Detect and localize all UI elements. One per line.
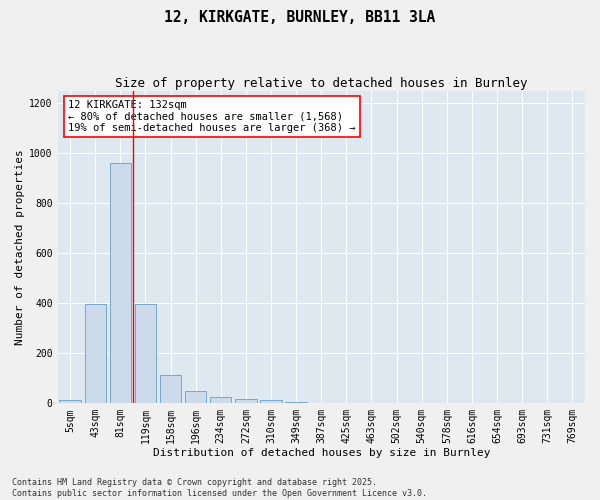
Text: 12, KIRKGATE, BURNLEY, BB11 3LA: 12, KIRKGATE, BURNLEY, BB11 3LA — [164, 10, 436, 25]
Text: 12 KIRKGATE: 132sqm
← 80% of detached houses are smaller (1,568)
19% of semi-det: 12 KIRKGATE: 132sqm ← 80% of detached ho… — [68, 100, 356, 133]
Y-axis label: Number of detached properties: Number of detached properties — [15, 149, 25, 344]
Bar — [260, 400, 282, 403]
Bar — [185, 390, 206, 403]
Text: Contains HM Land Registry data © Crown copyright and database right 2025.
Contai: Contains HM Land Registry data © Crown c… — [12, 478, 427, 498]
Title: Size of property relative to detached houses in Burnley: Size of property relative to detached ho… — [115, 78, 527, 90]
Bar — [110, 163, 131, 403]
Bar — [286, 402, 307, 403]
Bar — [85, 304, 106, 403]
X-axis label: Distribution of detached houses by size in Burnley: Distribution of detached houses by size … — [152, 448, 490, 458]
Bar — [160, 375, 181, 403]
Bar — [135, 304, 156, 403]
Bar — [59, 400, 81, 403]
Bar — [210, 398, 232, 403]
Bar — [235, 398, 257, 403]
